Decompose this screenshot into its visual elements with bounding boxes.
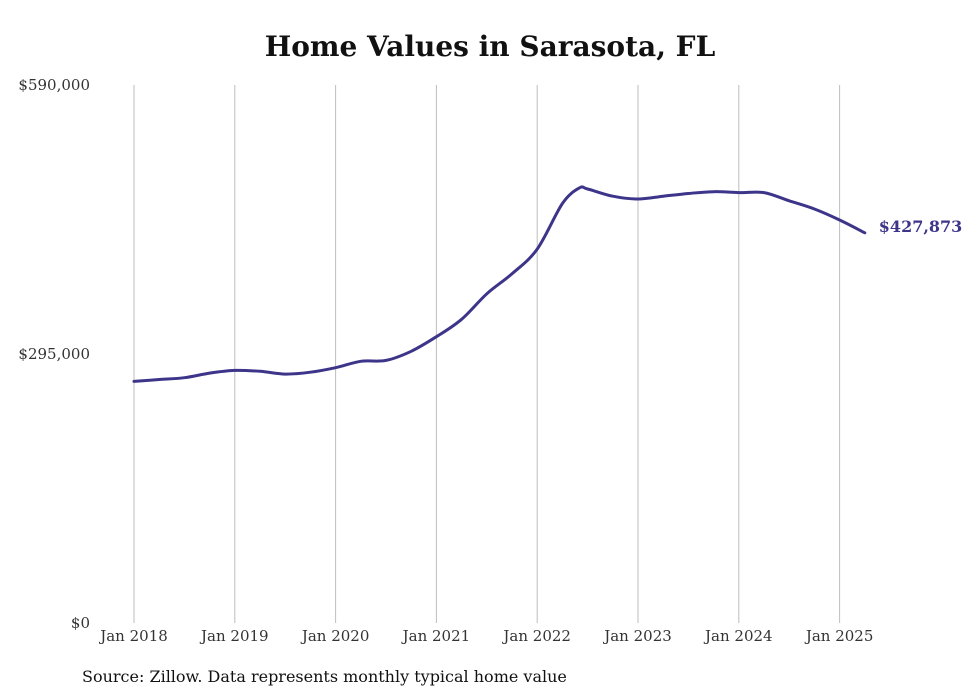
series: $427,873 — [132, 185, 963, 383]
y-axis-ticks: $590,000 $295,000 $0 — [18, 76, 90, 632]
x-tick-label: Jan 2023 — [602, 627, 672, 645]
x-tick-label: Jan 2025 — [804, 627, 874, 645]
line-chart: $590,000$295,000$0 Jan 2018 Jan 2019 Jan 2… — [18, 76, 963, 645]
x-tick-label: Jan 2019 — [199, 627, 269, 645]
y-tick-label: $0 — [71, 614, 90, 632]
source-note: Source: Zillow. Data represents monthly … — [82, 667, 567, 686]
series-line — [132, 185, 867, 383]
chart-title: Home Values in Sarasota, FL — [264, 30, 716, 63]
x-tick-label: Jan 2024 — [703, 627, 773, 645]
end-value-label: $427,873 — [879, 217, 963, 236]
x-axis-ticks: Jan 2018 Jan 2019 Jan 2020 Jan 2021 Jan 2022… — [98, 627, 873, 645]
x-tick-label: Jan 2021 — [401, 627, 471, 645]
y-tick-label: $590,000 — [18, 76, 90, 94]
x-tick-label: Jan 2018 — [98, 627, 168, 645]
x-tick-label: Jan 2020 — [300, 627, 370, 645]
y-tick-label: $295,000 — [18, 345, 90, 363]
gridlines — [133, 85, 841, 623]
x-tick-label: Jan 2022 — [501, 627, 571, 645]
